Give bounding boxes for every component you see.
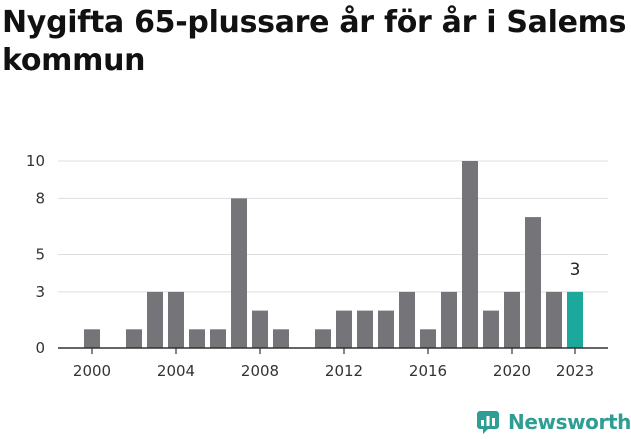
bar-2023 (567, 291, 583, 348)
bar-2012 (336, 310, 352, 348)
x-tick-label: 2000 (73, 362, 111, 380)
y-tick-label: 3 (35, 283, 45, 301)
x-tick-label: 2016 (409, 362, 447, 380)
bar-2004 (168, 291, 184, 348)
bar-2018 (462, 161, 478, 348)
x-tick-label: 2012 (325, 362, 363, 380)
bar-2008 (252, 310, 268, 348)
y-tick-label: 5 (35, 246, 45, 264)
bar-2006 (210, 329, 226, 348)
bars (84, 161, 583, 348)
bar-2017 (441, 291, 457, 348)
bar-2016 (420, 329, 436, 348)
bar-chart: 0 3 5 8 10 2000 2004 2008 2012 2016 2020 2023 3 (26, 152, 608, 380)
y-tick-label: 0 (35, 339, 45, 357)
y-tick-label: 10 (26, 152, 45, 170)
bar-2005 (189, 329, 205, 348)
bar-2000 (84, 329, 100, 348)
x-axis (58, 347, 608, 354)
x-tick-label: 2023 (556, 362, 594, 380)
bar-2007 (231, 198, 247, 348)
bar-2011 (315, 329, 331, 348)
bar-2021 (525, 217, 541, 348)
bar-2020 (504, 291, 520, 348)
newsworthy-logo-icon (477, 411, 499, 434)
bar-2022 (546, 291, 562, 348)
bar-2002 (126, 329, 142, 348)
bar-2003 (147, 291, 163, 348)
x-tick-label: 2004 (157, 362, 195, 380)
y-tick-label: 8 (35, 189, 45, 207)
chart-title: Nygifta 65-plussare år för år i Salems k… (2, 5, 627, 78)
bar-2015 (399, 291, 415, 348)
bar-2009 (273, 329, 289, 348)
x-tick-label: 2008 (241, 362, 279, 380)
bar-2013 (357, 310, 373, 348)
x-tick-label: 2020 (493, 362, 531, 380)
brand-logo: Newsworthy (476, 406, 631, 438)
data-label-2023: 3 (570, 260, 581, 280)
bar-2014 (378, 310, 394, 348)
brand-name: Newsworthy (508, 410, 631, 434)
bar-2019 (483, 310, 499, 348)
tick-labels: 0 3 5 8 10 2000 2004 2008 2012 2016 2020 2023 3 (26, 152, 594, 380)
